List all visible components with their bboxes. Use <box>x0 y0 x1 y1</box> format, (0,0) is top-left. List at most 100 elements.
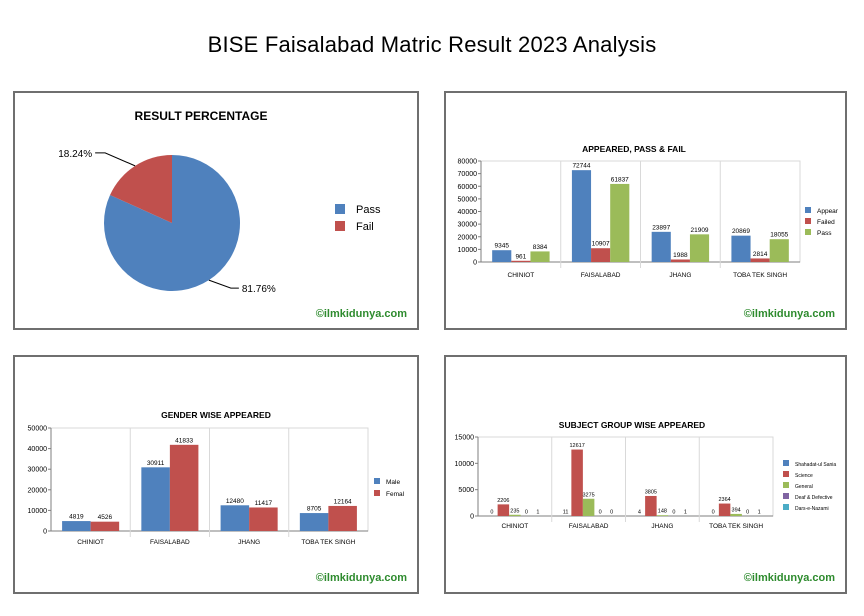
data-label: 4819 <box>69 514 84 521</box>
data-label: 10907 <box>592 241 610 248</box>
bar-male <box>299 513 329 531</box>
pie-leader-line <box>95 152 136 167</box>
gender-wise-chart: GENDER WISE APPEARED 0 10000 20000 30000 4000… <box>13 355 419 594</box>
data-label: 2206 <box>497 498 509 504</box>
data-label: 1 <box>684 509 687 515</box>
legend-label: Deaf & Defective <box>795 495 833 501</box>
watermark: ©ilmkidunya.com <box>743 308 835 320</box>
x-tick-label: JHANG <box>238 539 260 546</box>
data-label: 41833 <box>175 437 193 444</box>
chart-title: GENDER WISE APPEARED <box>161 410 271 420</box>
y-tick-label: 0 <box>43 529 47 536</box>
data-label: 21909 <box>690 227 708 234</box>
y-tick-label: 20000 <box>458 234 478 241</box>
x-tick-label: JHANG <box>651 523 673 530</box>
bar-appear <box>492 250 512 262</box>
data-label: 1 <box>758 509 761 515</box>
y-tick-label: 60000 <box>458 184 478 191</box>
appeared-pass-fail-chart: APPEARED, PASS & FAIL 0 10000 20000 30000 400… <box>444 91 847 330</box>
y-tick-label: 50000 <box>458 196 478 203</box>
bar-failed <box>670 259 690 262</box>
x-tick-label: FAISALABAD <box>569 523 609 530</box>
data-label: 0 <box>525 510 528 516</box>
bar-femal <box>169 444 199 531</box>
legend-label: Male <box>386 479 400 486</box>
data-label: 2814 <box>753 251 768 258</box>
subject-group-bars: SUBJECT GROUP WISE APPEARED0500010000150… <box>455 420 837 530</box>
data-label: 0 <box>746 510 749 516</box>
bar-general <box>582 498 595 516</box>
x-tick-label: FAISALABAD <box>581 272 621 279</box>
data-label: 8705 <box>307 506 322 513</box>
bar-pass <box>769 239 789 262</box>
x-tick-label: TOBA TEK SINGH <box>301 539 355 546</box>
bar-general <box>730 513 742 516</box>
legend-label: Science <box>795 473 813 479</box>
bar-general <box>656 515 669 516</box>
legend-label: General <box>795 484 813 490</box>
legend-swatch <box>783 482 789 488</box>
legend-swatch <box>783 460 789 466</box>
legend-label: Dars-e-Nazami <box>795 506 829 512</box>
y-tick-label: 0 <box>473 260 477 267</box>
data-label: 61837 <box>611 176 629 183</box>
x-tick-label: CHINIOT <box>502 523 529 530</box>
legend-swatch <box>783 493 789 499</box>
bar-failed <box>591 248 611 262</box>
data-label: 4526 <box>98 514 113 521</box>
legend-label: Failed <box>817 219 835 226</box>
x-tick-label: FAISALABAD <box>150 539 190 546</box>
x-tick-label: CHINIOT <box>77 539 104 546</box>
bar-science <box>718 503 731 516</box>
data-label: 235 <box>510 508 519 514</box>
data-label: 0 <box>599 510 602 516</box>
legend-swatch <box>374 490 380 496</box>
bar-femal <box>90 521 120 531</box>
bar-science <box>497 504 510 516</box>
bar-pass <box>530 251 550 262</box>
bar-male <box>141 467 170 531</box>
y-tick-label: 15000 <box>455 435 475 442</box>
bar-appear <box>571 170 592 262</box>
bar-science <box>571 449 583 516</box>
data-label: 11417 <box>255 500 273 507</box>
data-label: 148 <box>658 509 667 515</box>
chart-title: APPEARED, PASS & FAIL <box>582 144 686 154</box>
pie-leader-line <box>208 279 239 289</box>
data-label: 72744 <box>572 163 590 170</box>
data-label: 12164 <box>334 498 352 505</box>
chart-title: SUBJECT GROUP WISE APPEARED <box>559 420 705 430</box>
x-tick-label: JHANG <box>669 272 691 279</box>
y-tick-label: 40000 <box>28 446 48 453</box>
data-label: 8384 <box>533 244 548 251</box>
pie-data-label: 18.24% <box>58 149 92 160</box>
bar-pass <box>610 183 630 262</box>
subject-group-chart: SUBJECT GROUP WISE APPEARED 0 5000 10000 150… <box>444 355 847 594</box>
data-label: 0 <box>610 510 613 516</box>
y-tick-label: 40000 <box>458 209 478 216</box>
data-label: 0 <box>712 510 715 516</box>
page-title: BISE Faisalabad Matric Result 2023 Analy… <box>207 32 657 57</box>
watermark: ©ilmkidunya.com <box>315 308 407 320</box>
result-percentage-chart: RESULT PERCENTAGE 81.76% Pass 18.24% Fail ©i… <box>13 91 419 330</box>
legend-swatch <box>805 207 811 213</box>
data-label: 30911 <box>147 460 165 467</box>
legend-swatch <box>374 478 380 484</box>
legend-label: Fail <box>356 221 374 233</box>
pie-slice-fail <box>110 155 172 223</box>
y-tick-label: 10000 <box>458 247 478 254</box>
y-tick-label: 20000 <box>28 487 48 494</box>
data-label: 18055 <box>770 232 788 239</box>
legend-label: Femal <box>386 491 405 498</box>
pie-data-label: 81.76% <box>242 284 276 295</box>
legend-label: Pass <box>817 230 832 237</box>
bar-failed <box>750 258 770 262</box>
data-label: 0 <box>672 510 675 516</box>
y-tick-label: 50000 <box>28 426 48 433</box>
y-tick-label: 70000 <box>458 171 478 178</box>
legend-swatch <box>335 221 345 231</box>
data-label: 0 <box>490 510 493 516</box>
data-label: 12480 <box>226 498 244 505</box>
y-tick-label: 30000 <box>28 467 48 474</box>
legend-swatch <box>805 218 811 224</box>
